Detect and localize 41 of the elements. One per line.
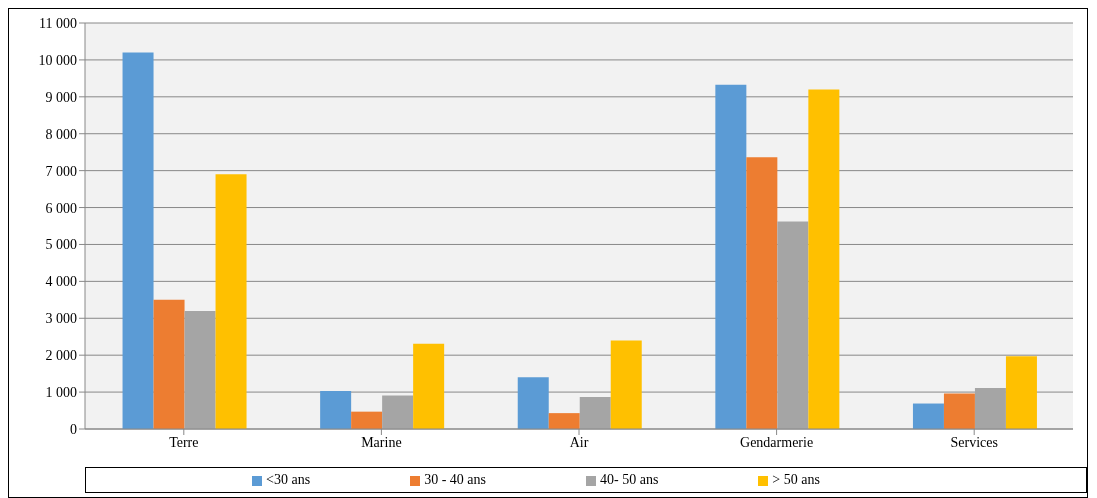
- bar: [715, 84, 747, 429]
- bar: [517, 377, 549, 429]
- x-tick-label: Terre: [169, 434, 199, 450]
- x-tick-label: Marine: [361, 434, 402, 450]
- bar: [808, 89, 840, 429]
- y-tick-label: 10 000: [38, 52, 77, 68]
- y-tick-label: 11 000: [39, 15, 77, 31]
- bar: [746, 157, 778, 429]
- bar: [974, 388, 1006, 429]
- bar: [320, 390, 352, 429]
- legend-label: 40- 50 ans: [600, 472, 659, 487]
- legend-label: > 50 ans: [772, 472, 820, 487]
- y-tick-label: 8 000: [45, 126, 77, 142]
- bar: [1005, 356, 1037, 429]
- bar: [184, 310, 216, 429]
- y-tick-label: 3 000: [45, 311, 77, 327]
- bar: [610, 340, 642, 429]
- y-tick-label: 0: [70, 421, 77, 437]
- x-tick-label: Air: [569, 434, 589, 450]
- bar: [382, 395, 414, 429]
- bar: [943, 393, 975, 429]
- y-tick-label: 4 000: [45, 274, 77, 290]
- legend-label: <30 ans: [266, 472, 311, 487]
- y-tick-label: 1 000: [45, 385, 77, 401]
- bar: [351, 411, 383, 429]
- bar: [122, 52, 154, 429]
- bar: [548, 413, 580, 429]
- bar: [153, 299, 185, 429]
- bar: [413, 343, 445, 429]
- bar: [215, 174, 247, 429]
- x-tick-label: Services: [950, 434, 998, 450]
- bar: [777, 221, 809, 429]
- bar: [912, 403, 944, 429]
- y-tick-label: 2 000: [45, 348, 77, 364]
- x-tick-label: Gendarmerie: [740, 434, 814, 450]
- y-tick-label: 6 000: [45, 200, 77, 216]
- bar: [579, 396, 611, 429]
- y-tick-label: 5 000: [45, 237, 77, 253]
- y-tick-label: 9 000: [45, 89, 77, 105]
- legend-label: 30 - 40 ans: [424, 472, 486, 487]
- y-tick-label: 7 000: [45, 163, 77, 179]
